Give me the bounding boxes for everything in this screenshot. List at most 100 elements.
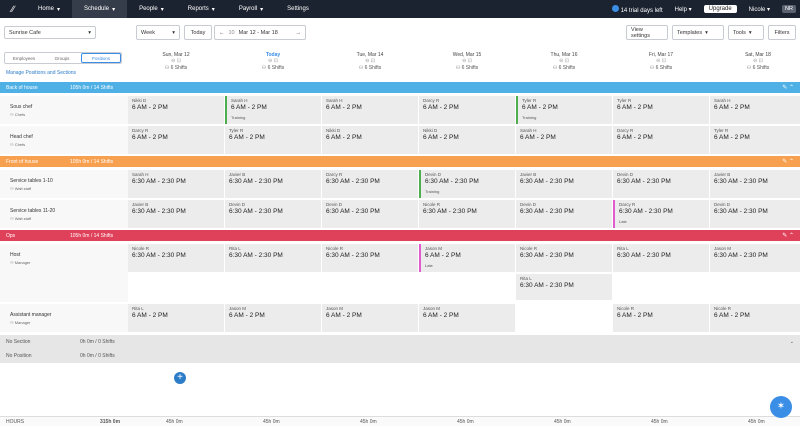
day-header[interactable]: Wed, Mar 15 ⊖ ⊡ ⚇ 6 Shifts xyxy=(419,52,515,80)
day-actions-icon[interactable]: ⊖ ⊡ xyxy=(753,58,763,64)
shift-card[interactable]: Devin D 6:30 AM - 2:30 PM Training xyxy=(419,170,515,198)
shift-card[interactable]: Devin D 6:30 AM - 2:30 PM xyxy=(322,200,418,228)
day-actions-icon[interactable]: ⊖ ⊡ xyxy=(365,58,375,64)
empty-shift-slot[interactable] xyxy=(516,304,612,332)
avatar[interactable]: NR xyxy=(782,5,796,13)
tab-groups[interactable]: Groups xyxy=(54,55,70,61)
day-actions-icon[interactable]: ⊖ ⊡ xyxy=(268,58,278,64)
tab-positions[interactable]: Positions xyxy=(81,53,121,63)
day-actions-icon[interactable]: ⊖ ⊡ xyxy=(656,58,666,64)
no-section-row[interactable]: No Section 0h 0m / 0 Shifts ⌄ xyxy=(0,335,800,349)
empty-shift-slot[interactable] xyxy=(419,274,515,300)
view-select[interactable]: Week ▾ xyxy=(136,25,180,40)
week-range-picker[interactable]: ← 10 Mar 12 - Mar 18 → xyxy=(214,25,306,40)
tools-menu[interactable]: Tools ▾ xyxy=(728,25,764,40)
nav-people[interactable]: People ▾ xyxy=(139,6,164,13)
day-header[interactable]: Sat, Mar 18 ⊖ ⊡ ⚇ 6 Shifts xyxy=(710,52,800,80)
day-actions-icon[interactable]: ⊖ ⊡ xyxy=(462,58,472,64)
shift-card[interactable]: Devin D 6:30 AM - 2:30 PM xyxy=(225,200,321,228)
help-chat-icon[interactable]: ✶ xyxy=(770,396,792,418)
nav-payroll[interactable]: Payroll ▾ xyxy=(238,6,264,13)
empty-shift-slot[interactable] xyxy=(322,274,418,300)
empty-shift-slot[interactable] xyxy=(710,274,800,300)
day-header[interactable]: Tue, Mar 14 ⊖ ⊡ ⚇ 6 Shifts xyxy=(322,52,418,80)
shift-card[interactable]: Devin D 6:30 AM - 2:30 PM xyxy=(613,170,709,198)
day-header[interactable]: Sun, Mar 12 ⊖ ⊡ ⚇ 6 Shifts xyxy=(128,52,224,80)
app-logo-icon[interactable]: ∕∕ xyxy=(11,4,15,14)
nav-settings[interactable]: Settings xyxy=(287,6,309,12)
day-header[interactable]: Today ⊖ ⊡ ⚇ 6 Shifts xyxy=(225,52,321,80)
location-select[interactable]: Sunrise Cafe ▾ xyxy=(4,26,96,39)
shift-card[interactable]: Javier B 6:30 AM - 2:30 PM xyxy=(710,170,800,198)
arrow-left-icon[interactable]: ← xyxy=(219,29,225,36)
filters-button[interactable]: Filters xyxy=(768,25,796,40)
edit-collapse-icon[interactable]: ✎ ⌃ xyxy=(782,159,794,165)
shift-card[interactable]: Javier B 6:30 AM - 2:30 PM xyxy=(516,170,612,198)
empty-shift-slot[interactable] xyxy=(225,274,321,300)
shift-card[interactable]: Nicole R 6:30 AM - 2:30 PM xyxy=(516,244,612,272)
group-header-1[interactable]: Front of house 105h 0m / 14 Shifts ✎ ⌃ xyxy=(0,156,800,167)
trial-status[interactable]: 14 trial days left xyxy=(611,4,663,14)
nav-reports[interactable]: Reports ▾ xyxy=(187,6,215,13)
user-menu[interactable]: Nicole ▾ xyxy=(748,6,771,13)
shift-card[interactable]: Jason M 6:30 AM - 2:30 PM xyxy=(710,244,800,272)
shift-card[interactable]: Darcy R 6:30 AM - 2:30 PM xyxy=(322,170,418,198)
upgrade-button[interactable]: Upgrade xyxy=(703,5,737,13)
add-shift-icon[interactable]: + xyxy=(174,372,186,384)
shift-card[interactable]: Devin D 6:30 AM - 2:30 PM xyxy=(516,200,612,228)
shift-card[interactable]: Rita L 6:30 AM - 2:30 PM xyxy=(516,274,612,300)
chevron-down-icon[interactable]: ⌄ xyxy=(789,339,794,345)
edit-collapse-icon[interactable]: ✎ ⌃ xyxy=(782,85,794,91)
templates-menu[interactable]: Templates ▾ xyxy=(672,25,724,40)
shift-card[interactable]: Devin D 6:30 AM - 2:30 PM xyxy=(710,200,800,228)
shift-card[interactable]: Nicole R 6:30 AM - 2:30 PM xyxy=(419,200,515,228)
group-header-0[interactable]: Back of house 105h 0m / 14 Shifts ✎ ⌃ xyxy=(0,82,800,93)
shift-card[interactable]: Nicole R 6:30 AM - 2:30 PM xyxy=(322,244,418,272)
shift-card[interactable]: Darcy R 6:30 AM - 2:30 PM Late xyxy=(613,200,709,228)
manage-positions-link[interactable]: Manage Positions and Sections xyxy=(6,70,77,76)
day-actions-icon[interactable]: ⊖ ⊡ xyxy=(171,58,181,64)
nav-schedule[interactable]: Schedule ▾ xyxy=(72,0,128,18)
shift-card[interactable]: Nicole R 6:30 AM - 2:30 PM xyxy=(128,244,224,272)
shift-card[interactable]: Sarah H 6:30 AM - 2:30 PM xyxy=(128,170,224,198)
nav-home[interactable]: Home ▾ xyxy=(38,6,61,13)
empty-shift-slot[interactable] xyxy=(128,274,224,300)
edit-collapse-icon[interactable]: ✎ ⌃ xyxy=(782,233,794,239)
no-position-row[interactable]: No Position 0h 0m / 0 Shifts xyxy=(0,349,800,363)
group-header-2[interactable]: Ops 105h 0m / 14 Shifts ✎ ⌃ xyxy=(0,230,800,241)
shift-card[interactable]: Rita L 6:30 AM - 2:30 PM xyxy=(613,244,709,272)
day-actions-icon[interactable]: ⊖ ⊡ xyxy=(559,58,569,64)
day-header[interactable]: Thu, Mar 16 ⊖ ⊡ ⚇ 6 Shifts xyxy=(516,52,612,80)
tab-employees[interactable]: Employees xyxy=(12,55,36,61)
arrow-right-icon[interactable]: → xyxy=(295,29,302,36)
shift-card[interactable]: Rita L 6:30 AM - 2:30 PM xyxy=(225,244,321,272)
shift-card[interactable]: Javier B 6:30 AM - 2:30 PM xyxy=(128,200,224,228)
empty-shift-slot[interactable] xyxy=(613,274,709,300)
today-button[interactable]: Today xyxy=(184,25,212,40)
help-menu[interactable]: Help ▾ xyxy=(674,6,692,13)
view-settings-button[interactable]: View settings xyxy=(626,25,668,40)
day-header[interactable]: Fri, Mar 17 ⊖ ⊡ ⚇ 6 Shifts xyxy=(613,52,709,80)
shift-card[interactable]: Javier B 6:30 AM - 2:30 PM xyxy=(225,170,321,198)
